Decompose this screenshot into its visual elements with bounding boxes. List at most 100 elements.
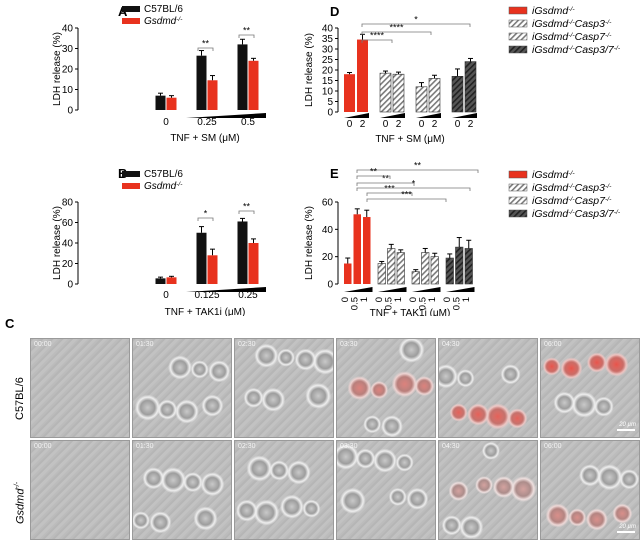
bar-0 bbox=[357, 39, 368, 112]
bar-0 bbox=[363, 217, 371, 284]
bar-2 bbox=[428, 78, 441, 113]
legend-swatch bbox=[508, 170, 528, 179]
legend-label-wt: C57BL/6 bbox=[144, 169, 183, 180]
timestamp: 02:30 bbox=[238, 341, 256, 348]
x-tick-label: 2 bbox=[432, 119, 438, 130]
sig-label: * bbox=[412, 179, 416, 189]
bar-2 bbox=[415, 86, 428, 113]
timestamp: 02:30 bbox=[238, 443, 256, 450]
bar-2 bbox=[430, 256, 439, 285]
micrograph-tile: 02:30 bbox=[234, 440, 334, 540]
x-tick-label: 0.25 bbox=[238, 290, 258, 301]
x-tick-label: 0 bbox=[455, 119, 461, 130]
sig-bracket bbox=[238, 210, 255, 214]
x-tick-label: 0 bbox=[163, 117, 169, 128]
y-tick-label: 80 bbox=[62, 198, 74, 209]
row-label-1: Gsdmd-/- bbox=[14, 481, 27, 524]
x-tick-label: 1 bbox=[359, 297, 370, 302]
bar-1 bbox=[396, 252, 405, 285]
y-tick-label: 25 bbox=[322, 55, 334, 66]
dose-wedge bbox=[186, 287, 266, 292]
x-tick-label: 2 bbox=[360, 119, 366, 130]
legend-label: iGsdmd-/-Casp3/7-/- bbox=[532, 44, 621, 56]
legend-label-wt: C57BL/6 bbox=[144, 4, 183, 15]
panel-letter-c: C bbox=[5, 316, 15, 331]
timestamp: 06:00 bbox=[544, 341, 562, 348]
sig-label: * bbox=[204, 209, 208, 219]
bar-1 bbox=[392, 73, 405, 113]
sig-bracket bbox=[366, 192, 413, 196]
dose-wedge bbox=[186, 113, 266, 118]
timestamp: 04:30 bbox=[442, 341, 460, 348]
sig-label: *** bbox=[401, 190, 412, 200]
y-tick-label: 40 bbox=[62, 24, 74, 35]
legend-swatch-wt bbox=[122, 6, 140, 12]
bar-wt bbox=[237, 44, 248, 110]
bar-1 bbox=[379, 72, 392, 113]
x-tick-label: 0 bbox=[419, 119, 425, 130]
y-tick-label: 0 bbox=[67, 280, 73, 291]
y-tick-label: 10 bbox=[322, 87, 334, 98]
y-tick-label: 40 bbox=[322, 225, 334, 236]
y-tick-label: 20 bbox=[62, 259, 74, 270]
bar-gsdmd bbox=[248, 243, 259, 284]
y-tick-label: 40 bbox=[62, 239, 74, 250]
sig-label: ** bbox=[243, 26, 251, 36]
x-tick-label: 0 bbox=[347, 119, 353, 130]
x-tick-label: 0.5 bbox=[241, 117, 255, 128]
timestamp: 00:00 bbox=[34, 341, 52, 348]
bar-0 bbox=[344, 74, 355, 112]
sig-bracket bbox=[361, 39, 393, 43]
x-tick-label: 0 bbox=[340, 297, 351, 302]
micrograph-tile: 04:30 bbox=[438, 338, 538, 438]
x-tick-label: 0.5 bbox=[451, 297, 462, 310]
legend-label: iGsdmd-/- bbox=[532, 5, 575, 17]
x-tick-label: 2 bbox=[468, 119, 474, 130]
x-tick-label: 0.5 bbox=[383, 297, 394, 310]
sig-bracket bbox=[356, 182, 415, 186]
legend-swatch bbox=[508, 196, 528, 205]
micrograph-tile: 00:00 bbox=[30, 440, 130, 540]
x-tick-label: 1 bbox=[461, 297, 472, 302]
legend-label: iGsdmd-/-Casp7-/- bbox=[532, 31, 612, 43]
sig-label: **** bbox=[370, 31, 385, 41]
sig-bracket bbox=[356, 175, 391, 179]
y-tick-label: 20 bbox=[322, 66, 334, 77]
sig-label: ** bbox=[202, 39, 210, 49]
bar-wt bbox=[155, 278, 166, 284]
bar-wt bbox=[155, 95, 166, 110]
x-tick-label: 0 bbox=[442, 297, 453, 302]
x-tick-label: 0 bbox=[383, 119, 389, 130]
sig-bracket bbox=[361, 31, 432, 35]
bar-0 bbox=[344, 263, 352, 284]
bar-3 bbox=[445, 257, 454, 285]
timestamp: 01:30 bbox=[136, 443, 154, 450]
dose-wedge bbox=[412, 287, 441, 292]
x-tick-label: 0 bbox=[374, 297, 385, 302]
legend-swatch bbox=[508, 6, 528, 15]
x-tick-label: 0 bbox=[408, 297, 419, 302]
micrograph-tile: 06:00 20 µm bbox=[540, 440, 640, 540]
y-tick-label: 5 bbox=[327, 97, 333, 108]
bar-gsdmd bbox=[207, 255, 218, 284]
bar-gsdmd bbox=[166, 277, 177, 284]
x-tick-label: 1 bbox=[393, 297, 404, 302]
legend-swatch bbox=[508, 32, 528, 41]
y-tick-label: 0 bbox=[327, 108, 333, 119]
y-tick-label: 20 bbox=[322, 252, 334, 263]
row-label-0: C57BL/6 bbox=[14, 377, 26, 420]
y-axis-label: LDH release (%) bbox=[304, 206, 315, 280]
micrograph-tile: 01:30 bbox=[132, 440, 232, 540]
x-axis-label: TNF + SM (μM) bbox=[375, 134, 444, 145]
x-tick-label: 0.125 bbox=[194, 290, 219, 301]
bar-1 bbox=[387, 248, 396, 285]
timestamp: 03:30 bbox=[340, 443, 358, 450]
legend-label-gsdmd: Gsdmd-/- bbox=[144, 16, 183, 28]
sig-label: *** bbox=[384, 184, 395, 194]
sig-bracket bbox=[366, 198, 447, 202]
legend-label: iGsdmd-/-Casp7-/- bbox=[532, 195, 612, 207]
timestamp: 06:00 bbox=[544, 443, 562, 450]
y-tick-label: 0 bbox=[327, 280, 333, 291]
micrograph-tile: 01:30 bbox=[132, 338, 232, 438]
